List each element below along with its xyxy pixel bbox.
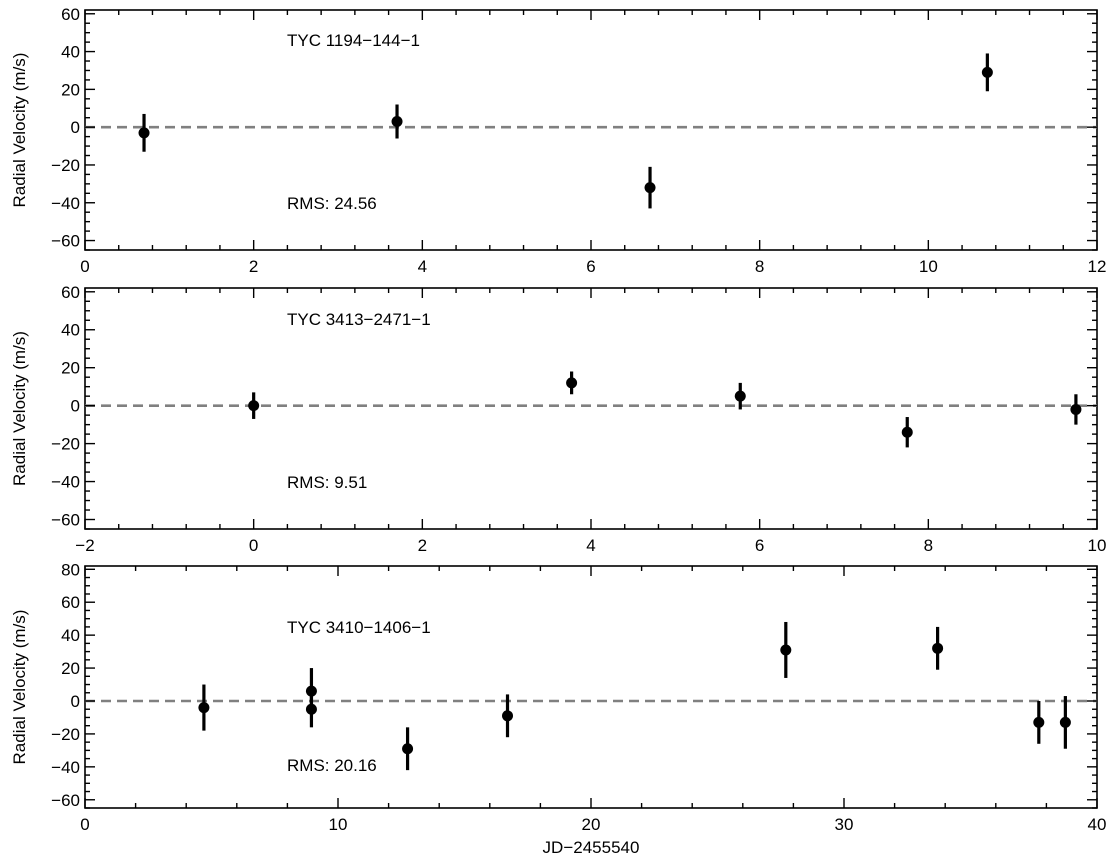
- x-tick-label: 10: [1088, 536, 1107, 555]
- y-tick-label: 0: [71, 692, 80, 711]
- plot-frame: [84, 565, 1098, 809]
- data-point: [901, 426, 913, 438]
- x-tick-label: 4: [586, 536, 595, 555]
- data-point: [1033, 716, 1045, 728]
- data-point: [391, 115, 403, 127]
- x-tick-label: −2: [75, 536, 94, 555]
- y-tick-label: −60: [51, 511, 80, 530]
- data-point: [198, 702, 210, 714]
- star-name-annotation: TYC 3410−1406−1: [287, 618, 431, 637]
- x-tick-label: 0: [80, 815, 89, 834]
- y-axis-label: Radial Velocity (m/s): [10, 53, 29, 208]
- y-tick-label: 20: [61, 80, 80, 99]
- x-tick-label: 2: [418, 536, 427, 555]
- x-tick-label: 30: [835, 815, 854, 834]
- y-tick-label: −40: [51, 758, 80, 777]
- x-tick-label: 0: [249, 536, 258, 555]
- chart-panel-1: 0 2 4 6 8 10 12 −60 −40 −20 0 20 40 60 Radial Velocity…: [10, 5, 1106, 276]
- x-tick-label: 8: [755, 257, 764, 276]
- y-axis-label: Radial Velocity (m/s): [10, 331, 29, 486]
- x-tick-label: 0: [80, 257, 89, 276]
- data-point: [305, 703, 317, 715]
- y-tick-label: 60: [61, 593, 80, 612]
- data-point: [734, 390, 746, 402]
- data-point: [932, 642, 944, 654]
- y-tick-label: 20: [61, 659, 80, 678]
- y-tick-label: 80: [61, 560, 80, 579]
- x-tick-label: 10: [329, 815, 348, 834]
- y-tick-label: 40: [61, 321, 80, 340]
- x-tick-label: 20: [582, 815, 601, 834]
- data-point: [402, 743, 414, 755]
- y-tick-label: 20: [61, 359, 80, 378]
- y-tick-label: 60: [61, 5, 80, 24]
- y-tick-label: 40: [61, 626, 80, 645]
- plot-frame: [84, 9, 1098, 251]
- y-tick-label: 40: [61, 43, 80, 62]
- y-tick-label: −60: [51, 791, 80, 810]
- x-tick-label: 4: [418, 257, 427, 276]
- x-tick-label: 40: [1088, 815, 1107, 834]
- rms-annotation: RMS: 20.16: [287, 756, 377, 775]
- y-axis-label: Radial Velocity (m/s): [10, 610, 29, 765]
- data-point: [1070, 403, 1082, 415]
- chart-panel-3: 0 10 20 30 40 −60 −40 −20 0 20 40 60 80 Radial Veloci…: [10, 560, 1106, 857]
- y-tick-label: −20: [51, 435, 80, 454]
- data-point: [644, 182, 656, 194]
- data-point: [248, 400, 260, 412]
- x-tick-label: 6: [755, 536, 764, 555]
- y-tick-label: −60: [51, 232, 80, 251]
- rms-annotation: RMS: 24.56: [287, 194, 377, 213]
- data-point: [566, 377, 578, 389]
- y-tick-label: −40: [51, 473, 80, 492]
- plot-frame: [84, 287, 1098, 530]
- rms-annotation: RMS: 9.51: [287, 473, 367, 492]
- data-point: [138, 127, 150, 139]
- star-name-annotation: TYC 1194−144−1: [287, 31, 420, 50]
- x-tick-label: 12: [1088, 257, 1107, 276]
- data-point: [981, 66, 993, 78]
- y-tick-label: 60: [61, 283, 80, 302]
- star-name-annotation: TYC 3413−2471−1: [287, 310, 431, 329]
- y-tick-label: 0: [71, 118, 80, 137]
- data-point: [780, 644, 792, 656]
- y-tick-label: −20: [51, 725, 80, 744]
- y-tick-label: −40: [51, 194, 80, 213]
- x-tick-label: 6: [586, 257, 595, 276]
- x-axis-label: JD−2455540: [543, 838, 640, 857]
- y-tick-label: −20: [51, 156, 80, 175]
- x-tick-label: 10: [919, 257, 938, 276]
- x-tick-label: 8: [924, 536, 933, 555]
- data-point: [502, 710, 514, 722]
- x-tick-label: 2: [249, 257, 258, 276]
- data-point: [1059, 716, 1071, 728]
- y-tick-label: 0: [71, 397, 80, 416]
